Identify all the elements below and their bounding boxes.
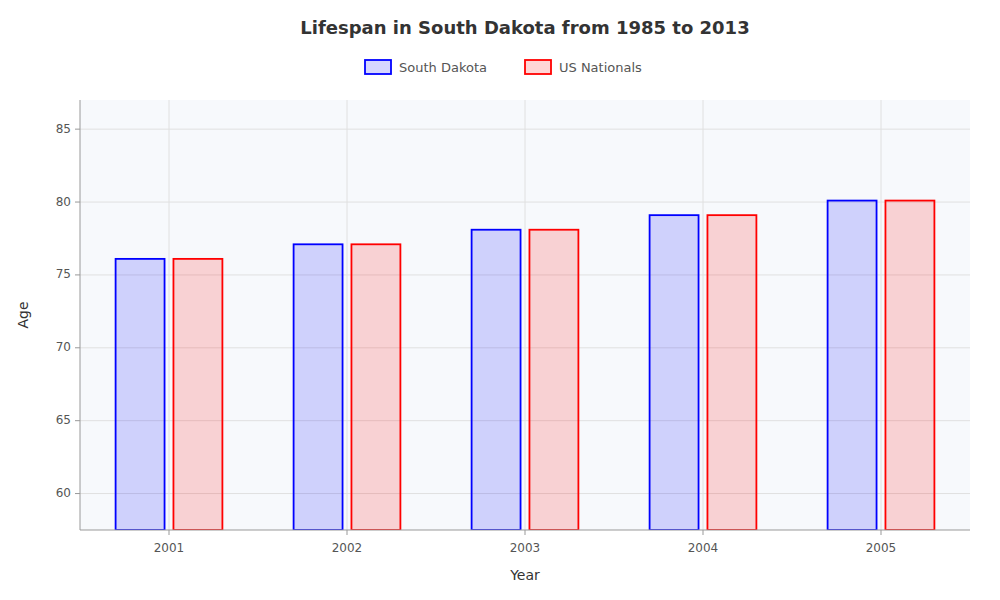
x-axis-line [80, 530, 970, 531]
x-tick [703, 530, 704, 535]
chart: 60 65 70 75 80 85 2001 2002 2003 2004 2005 Lifespan… [0, 0, 1000, 600]
y-tick-label: 80 [56, 195, 71, 209]
title: Lifespan in South Dakota from 1985 to 20… [300, 17, 749, 38]
bar [529, 230, 578, 530]
bar [294, 244, 343, 530]
bar [828, 201, 877, 530]
legend-label: South Dakota [399, 60, 487, 75]
legend-swatch [365, 60, 391, 74]
y-tick-label: 65 [56, 413, 71, 427]
y-tick [75, 493, 80, 494]
x-tick [525, 530, 526, 535]
x-axis-label: Year [509, 567, 540, 583]
legend-label: US Nationals [559, 60, 642, 75]
y-tick [75, 347, 80, 348]
x-grid-line [703, 100, 704, 530]
x-tick-label: 2003 [510, 541, 541, 555]
y-axis-label: Age [15, 301, 31, 328]
x-grid-line [525, 100, 526, 530]
bars [116, 201, 935, 530]
bar [351, 244, 400, 530]
bar [885, 201, 934, 530]
bar [472, 230, 521, 530]
legend: South Dakota US Nationals [365, 60, 642, 75]
y-tick-label: 60 [56, 486, 71, 500]
y-tick [75, 274, 80, 275]
x-tick [881, 530, 882, 535]
y-tick-label: 70 [56, 340, 71, 354]
y-axis-line [80, 100, 81, 530]
plot-background [80, 100, 970, 530]
y-tick [75, 420, 80, 421]
y-tick [75, 202, 80, 203]
x-tick-label: 2002 [332, 541, 363, 555]
y-tick-label: 85 [56, 122, 71, 136]
chart-container: 60 65 70 75 80 85 2001 2002 2003 2004 2005 Lifespan… [0, 0, 1000, 600]
x-tick-label: 2004 [688, 541, 719, 555]
bar [116, 259, 165, 530]
grid [80, 100, 970, 530]
bar [707, 215, 756, 530]
x-tick [347, 530, 348, 535]
y-tick-label: 75 [56, 267, 71, 281]
y-tick [75, 129, 80, 130]
x-tick-label: 2001 [154, 541, 185, 555]
x-tick [169, 530, 170, 535]
legend-swatch [525, 60, 551, 74]
x-tick-label: 2005 [866, 541, 897, 555]
x-grid-line [347, 100, 348, 530]
bar [173, 259, 222, 530]
bar [650, 215, 699, 530]
x-grid-line [169, 100, 170, 530]
x-grid-line [881, 100, 882, 530]
